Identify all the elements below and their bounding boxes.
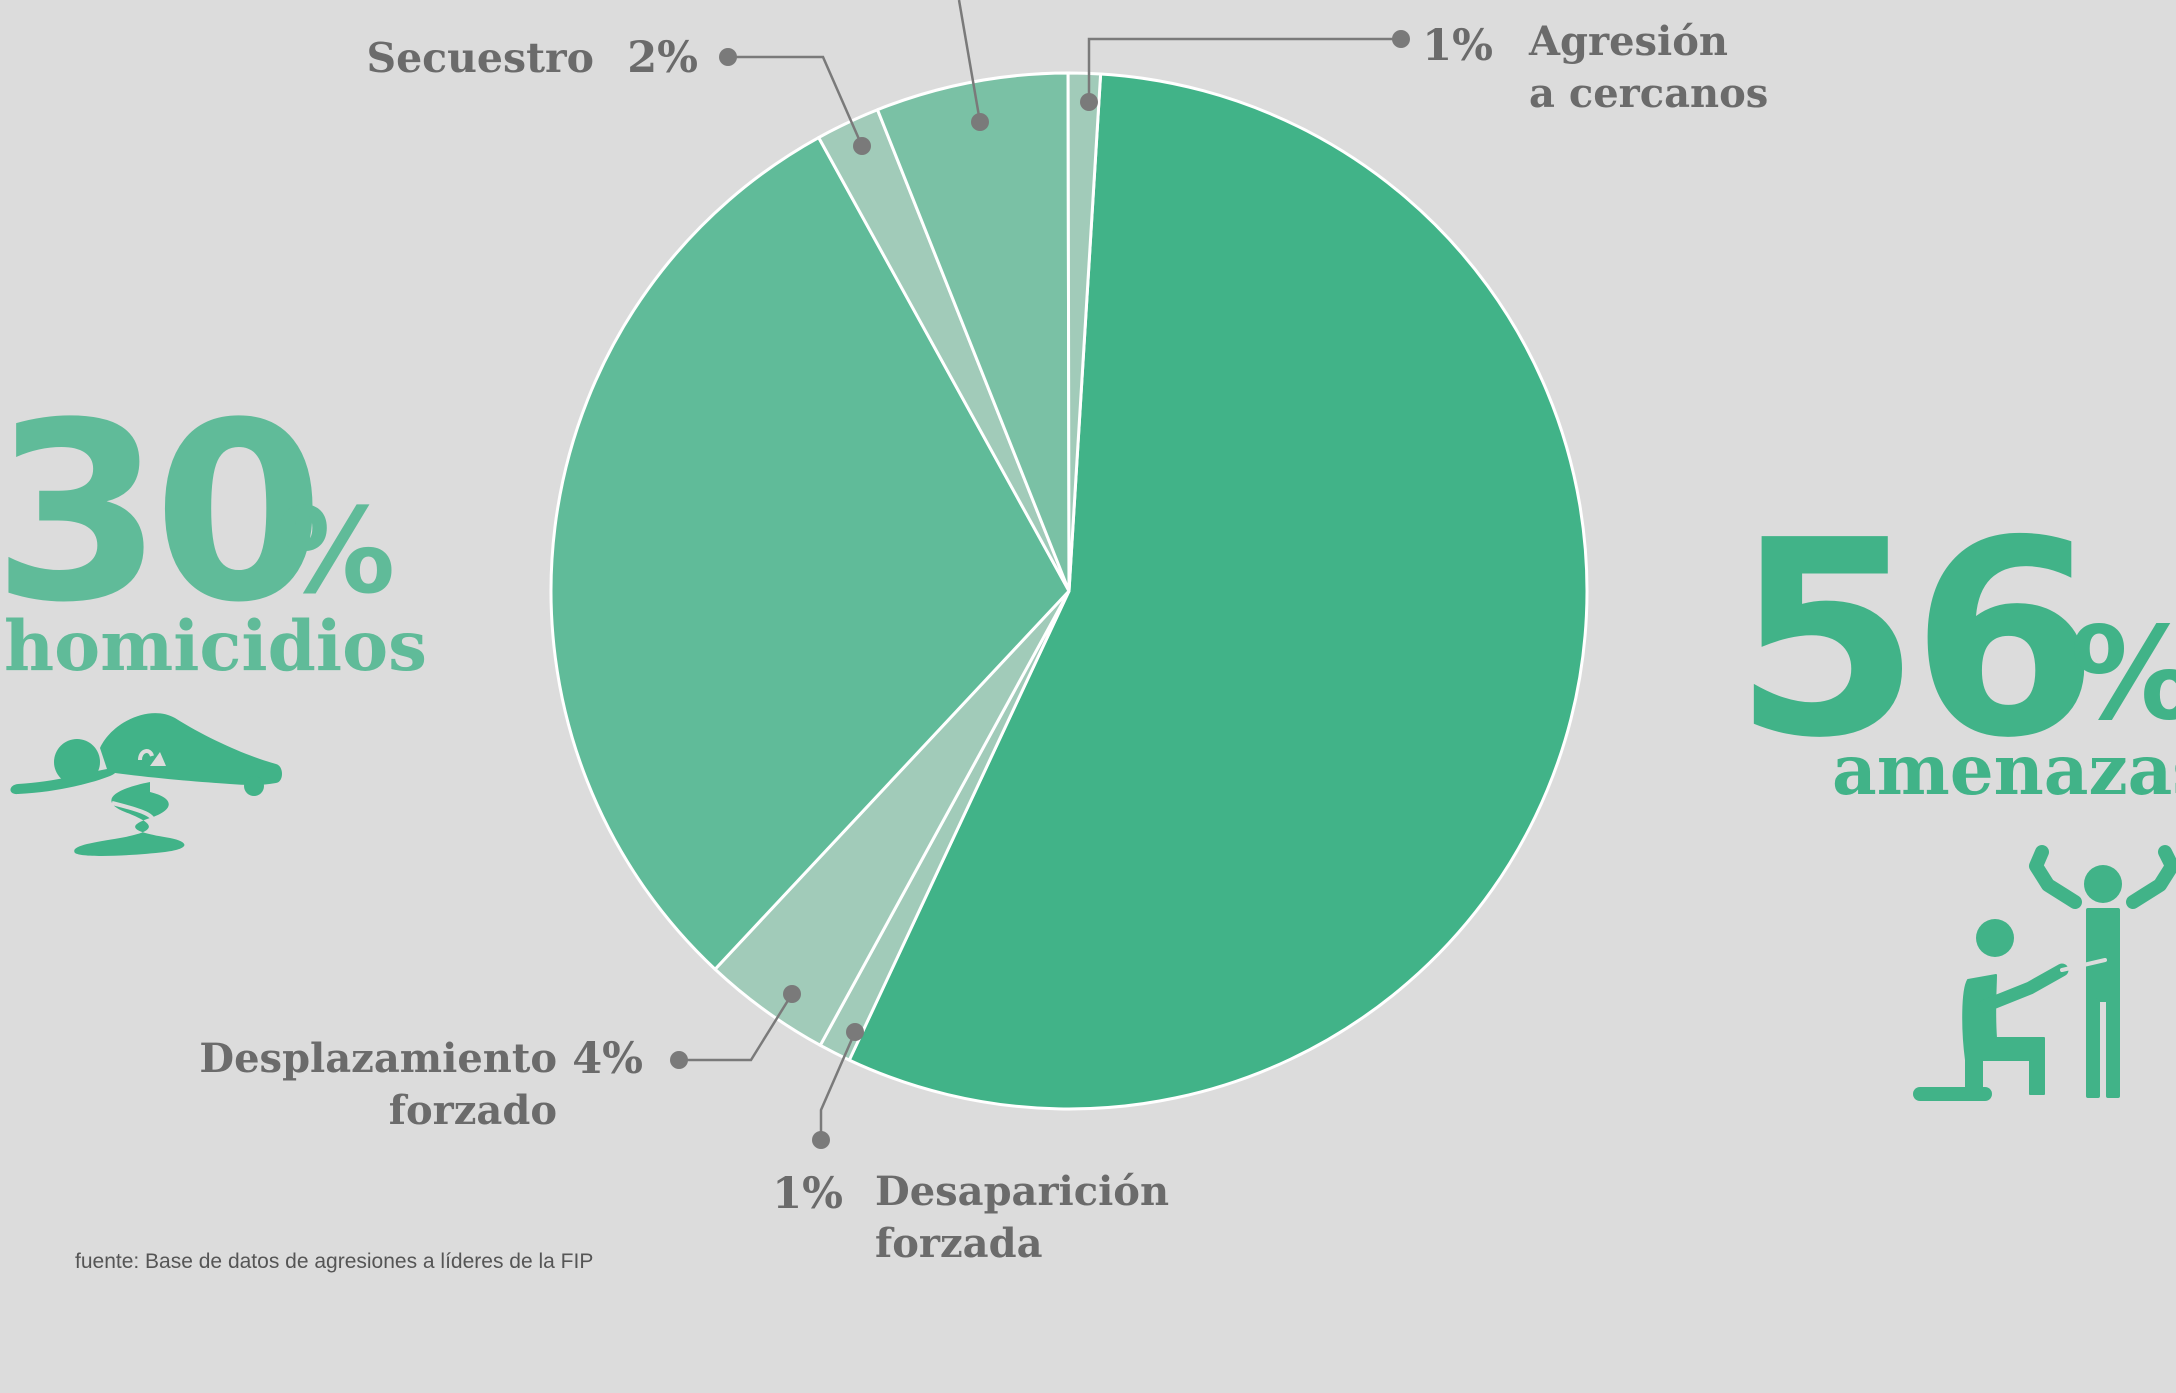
label-secuestro-name: Secuestro [366, 34, 594, 82]
label-agresion-pct: 1% [1422, 21, 1493, 71]
leader-line-desaparicion [819, 1031, 857, 1140]
callout-homicidios: 30 % homicidios [0, 371, 427, 687]
leader-line-desplazamiento [679, 993, 794, 1062]
leader-dot-desaparicion-slice [846, 1023, 864, 1041]
leader-dot-secuestro-end [719, 48, 737, 66]
leader-line-agresion [1087, 37, 1401, 102]
leader-dot-agresion-end [1392, 30, 1410, 48]
callout-homicidios-number: 30 [0, 371, 314, 657]
callout-amenazas: 56 % amenazas [1733, 482, 2176, 811]
label-desplazamiento-pct: 4% [572, 1034, 643, 1084]
leader-dot-desplazamiento-end [670, 1051, 688, 1069]
lying-person-icon [10, 713, 282, 856]
label-agresion-line2: a cercanos [1529, 70, 1768, 117]
leader-lines [679, 0, 1401, 1140]
leader-dots [670, 30, 1410, 1149]
label-desaparicion-line2: forzada [875, 1220, 1042, 1267]
callout-amenazas-label: amenazas [1832, 730, 2176, 811]
leader-dot-desplazamiento-slice [783, 985, 801, 1003]
threat-scene-icon [1913, 845, 2176, 1101]
leader-dot-secuestro-slice [853, 137, 871, 155]
leader-dot-agresion-slice [1080, 93, 1098, 111]
pie-slice-homicidios [549, 136, 1071, 971]
label-desaparicion-pct: 1% [772, 1169, 843, 1219]
callout-amenazas-number: 56 [1733, 482, 2089, 797]
source-note: fuente: Base de datos de agresiones a lí… [75, 1250, 593, 1273]
pie-slice-unlabeled [875, 71, 1071, 593]
pie-chart [549, 71, 1589, 1111]
callout-amenazas-unit: % [2070, 600, 2176, 749]
label-desplazamiento-line1: Desplazamiento [199, 1035, 557, 1082]
pie-slice-agresion-a-cercanos [1066, 71, 1103, 593]
leader-line-secuestro [728, 55, 864, 147]
label-secuestro-pct: 2% [627, 33, 698, 83]
label-desplazamiento-line2: forzado [389, 1087, 557, 1134]
leader-dot-desaparicion-end [812, 1131, 830, 1149]
leader-dot-unlabeled-slice [971, 113, 989, 131]
label-desaparicion-line1: Desaparición [875, 1168, 1169, 1215]
label-agresion-line1: Agresión [1528, 18, 1728, 65]
callout-homicidios-label: homicidios [4, 606, 427, 687]
leader-line-unlabeled-slice [957, 0, 982, 123]
pie-slice-amenazas [847, 72, 1589, 1111]
callout-homicidios-unit: % [277, 482, 395, 620]
